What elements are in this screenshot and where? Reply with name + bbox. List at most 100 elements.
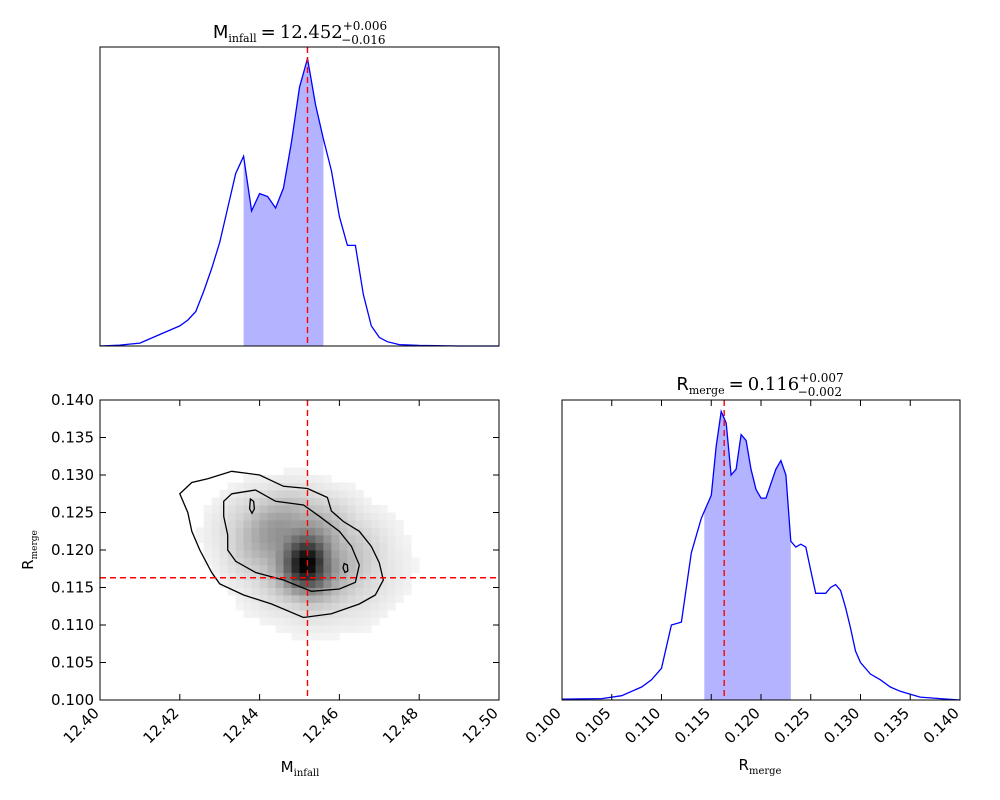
- heatmap-cell: [323, 535, 332, 543]
- heatmap-cell: [267, 580, 276, 588]
- heatmap-cell: [387, 512, 396, 521]
- heatmap-cell: [235, 580, 245, 588]
- m-infall-credible-fill: [243, 58, 324, 346]
- heatmap-cell: [283, 610, 292, 618]
- heatmap-cell: [371, 520, 380, 528]
- heatmap-cell: [411, 557, 420, 566]
- heatmap-cell: [387, 595, 396, 603]
- heatmap-cell: [379, 550, 388, 558]
- heatmap-cell: [259, 512, 268, 521]
- heatmap-cell: [299, 632, 308, 641]
- heatmap-cell: [219, 520, 229, 528]
- heatmap-cell: [331, 565, 340, 573]
- heatmap-cell: [331, 617, 340, 626]
- heatmap-cell: [283, 535, 292, 543]
- heatmap-cell: [355, 505, 364, 513]
- heatmap-cell: [259, 535, 268, 543]
- r-merge-credible-fill: [704, 411, 791, 700]
- r-merge-x-tick-label: 0.115: [671, 704, 714, 747]
- r-merge-posterior-line: [561, 409, 961, 701]
- heatmap-cell: [347, 527, 356, 536]
- heatmap-cell: [323, 617, 332, 626]
- heatmap-cell: [259, 602, 268, 611]
- heatmap-cell: [355, 625, 364, 633]
- heatmap-cell: [235, 505, 245, 513]
- heatmap-cell: [403, 565, 412, 573]
- heatmap-cell: [347, 587, 356, 596]
- heatmap-cell: [339, 557, 348, 566]
- heatmap-cell: [379, 580, 388, 588]
- r-merge-x-axis-label: Rmerge: [739, 756, 782, 777]
- heatmap-cell: [307, 535, 316, 543]
- heatmap-cell: [235, 572, 245, 581]
- heatmap-cell: [355, 572, 364, 581]
- r-merge-x-tick-label: 0.120: [721, 704, 764, 747]
- heatmap-cell: [243, 482, 252, 491]
- r-merge-x-tick-label: 0.110: [621, 704, 664, 747]
- heatmap-cell: [291, 527, 300, 536]
- heatmap-cell: [275, 520, 284, 528]
- heatmap-cell: [259, 497, 268, 506]
- m-infall-axes-frame: [99, 46, 500, 347]
- heatmap-cell: [331, 572, 340, 581]
- heatmap-cell: [291, 587, 300, 596]
- m-infall-histogram-panel: Minfall = 12.452+0.006 −0.016: [99, 19, 500, 347]
- heatmap-cell: [355, 535, 364, 543]
- heatmap-cell: [219, 580, 229, 588]
- heatmap-cell: [299, 542, 308, 551]
- heatmap-cell: [235, 587, 245, 596]
- heatmap-cell: [267, 542, 276, 551]
- heatmap-cell: [339, 625, 348, 633]
- heatmap-cell: [323, 512, 332, 521]
- heatmap-cell: [363, 602, 372, 611]
- heatmap-cell: [355, 512, 364, 521]
- heatmap-cell: [235, 497, 245, 506]
- heatmap-cell: [339, 527, 348, 536]
- heatmap-cell: [283, 580, 292, 588]
- heatmap-cell: [339, 497, 348, 506]
- joint-heatmap-panel: 12.40 12.42 12.44 12.46 12.48 12.50 0.1000.10…: [19, 391, 502, 779]
- joint-x-tick-label: 12.44: [219, 704, 262, 747]
- heatmap-cell: [299, 512, 308, 521]
- heatmap-cell: [259, 580, 268, 588]
- heatmap-cell: [363, 557, 372, 566]
- joint-y-tick-label: 0.130: [51, 466, 94, 484]
- heatmap-cell: [363, 497, 372, 506]
- heatmap-cell: [331, 482, 340, 491]
- heatmap-cell: [267, 475, 276, 483]
- heatmap-cell: [379, 512, 388, 521]
- heatmap-cell: [235, 482, 245, 491]
- heatmap-cell: [251, 475, 260, 483]
- heatmap-cell: [315, 587, 324, 596]
- heatmap-cell: [291, 617, 300, 626]
- joint-x-tick-label: 12.46: [299, 704, 342, 747]
- heatmap-cell: [331, 527, 340, 536]
- heatmap-cell: [315, 602, 324, 611]
- heatmap-cell: [307, 490, 316, 498]
- heatmap-cell: [227, 557, 237, 566]
- heatmap-cell: [387, 550, 396, 558]
- heatmap-cell: [323, 550, 332, 558]
- heatmap-cell: [363, 580, 372, 588]
- heatmap-cell: [243, 557, 252, 566]
- heatmap-cell: [315, 595, 324, 603]
- heatmap-cell: [299, 490, 308, 498]
- joint-y-tick-label: 0.100: [51, 691, 94, 709]
- heatmap-cell: [347, 557, 356, 566]
- heatmap-cell: [275, 527, 284, 536]
- heatmap-cell: [251, 542, 260, 551]
- heatmap-cell: [363, 617, 372, 626]
- heatmap-cell: [307, 557, 316, 566]
- heatmap-cell: [395, 557, 404, 566]
- heatmap-cell: [315, 632, 324, 641]
- heatmap-cell: [235, 595, 245, 603]
- heatmap-cell: [379, 542, 388, 551]
- heatmap-cell: [355, 617, 364, 626]
- heatmap-cell: [203, 512, 213, 521]
- heatmap-cell: [211, 550, 221, 558]
- heatmap-cell: [379, 610, 388, 618]
- heatmap-cell: [307, 497, 316, 506]
- heatmap-cell: [259, 617, 268, 626]
- heatmap-cell: [267, 587, 276, 596]
- heatmap-cell: [363, 542, 372, 551]
